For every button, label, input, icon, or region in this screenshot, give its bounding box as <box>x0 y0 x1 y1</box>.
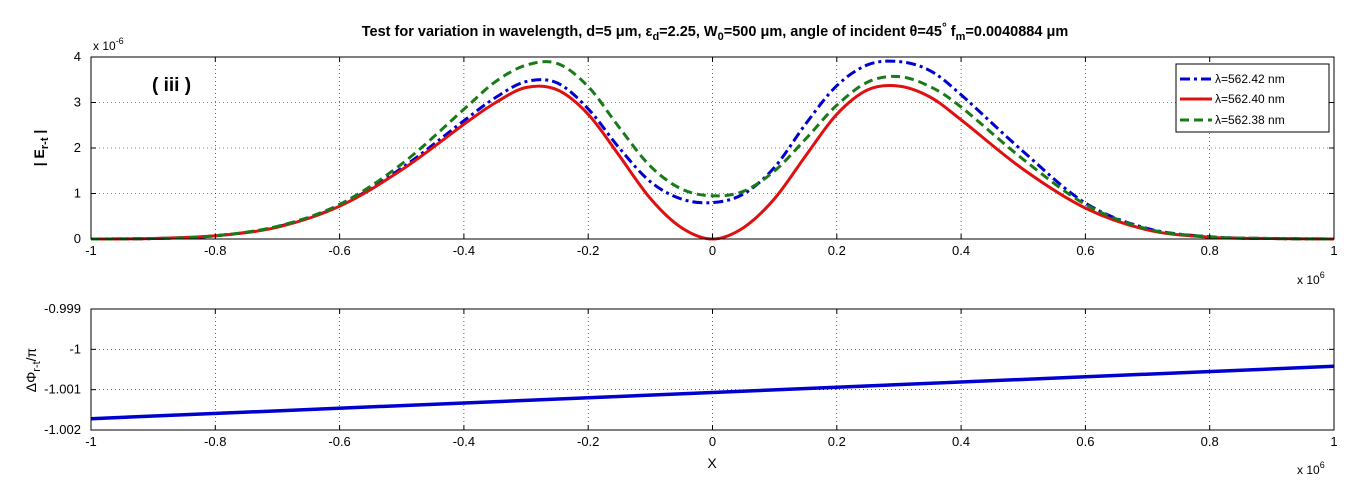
x-tick-label: -0.8 <box>204 434 226 449</box>
title-degree: ° <box>942 20 947 34</box>
x-tick-label: 0.4 <box>952 243 970 258</box>
title-part: =2.25, W <box>659 24 718 40</box>
x-tick-label: -0.8 <box>204 243 226 258</box>
bottom-grid <box>91 309 1334 430</box>
x-tick-label: 0.2 <box>828 243 846 258</box>
legend-label-green: λ=562.38 nm <box>1215 113 1285 127</box>
top-x-exponent: x 106 <box>1297 270 1325 287</box>
y-tick-label: -1.002 <box>44 422 81 437</box>
bottom-x-label: X <box>707 455 717 471</box>
title-part: =500 <box>724 24 761 40</box>
top-ticks: -1 -0.8 -0.6 -0.4 -0.2 0 0.2 0.4 0.6 0.8 1 0 1 2 3 4 <box>74 49 1338 258</box>
top-y-exponent: x 10-6 <box>93 36 124 53</box>
top-series-group <box>90 59 1335 241</box>
title-sub: 0 <box>718 31 724 43</box>
series-line-1 <box>90 84 1335 241</box>
legend-label-blue: λ=562.42 nm <box>1215 72 1285 86</box>
title-mu: μ <box>1046 24 1055 40</box>
x-tick-label: -0.4 <box>453 434 475 449</box>
title-part: Test for variation in wavelength, d=5 <box>362 24 616 40</box>
x-tick-label: -1 <box>85 243 97 258</box>
legend: λ=562.42 nm λ=562.40 nm λ=562.38 nm <box>1175 63 1330 133</box>
y-tick-label: 2 <box>74 140 81 155</box>
legend-label-red: λ=562.40 nm <box>1215 92 1285 106</box>
y-tick-label: -1 <box>69 341 81 356</box>
title-part: f <box>947 24 956 40</box>
x-tick-label: -0.4 <box>453 243 475 258</box>
title-part: m, <box>625 24 646 40</box>
series-line-2 <box>90 60 1335 241</box>
bottom-series-group <box>90 364 1335 421</box>
title-part: =0.0040884 <box>965 24 1046 40</box>
x-tick-label: 0.2 <box>828 434 846 449</box>
top-grid <box>91 57 1334 239</box>
x-tick-label: 0.8 <box>1201 243 1219 258</box>
top-y-label: | Er-t | <box>31 130 51 167</box>
bottom-x-exponent: x 106 <box>1297 460 1325 477</box>
x-tick-label: 0.6 <box>1076 243 1094 258</box>
y-tick-label: 1 <box>74 186 81 201</box>
x-tick-label: 1 <box>1330 434 1337 449</box>
title-theta: θ <box>910 24 918 40</box>
title-mu: μ <box>616 24 625 40</box>
y-tick-label: -0.999 <box>44 301 81 316</box>
x-tick-label: 0 <box>709 243 716 258</box>
bottom-ticks: -1 -0.8 -0.6 -0.4 -0.2 0 0.2 0.4 0.6 0.8 1 -1.002 -1… <box>44 301 1337 449</box>
y-tick-label: 4 <box>74 49 81 64</box>
y-tick-label: 3 <box>74 95 81 110</box>
chart-title: Test for variation in wavelength, d=5 μm… <box>362 20 1068 43</box>
x-tick-label: 0 <box>709 434 716 449</box>
series-line-0 <box>90 59 1335 241</box>
x-tick-label: 0.8 <box>1201 434 1219 449</box>
title-part: =45 <box>917 24 942 40</box>
panel-annotation: ( iii ) <box>152 75 191 96</box>
x-tick-label: 0.4 <box>952 434 970 449</box>
x-tick-label: -0.6 <box>328 434 350 449</box>
bottom-y-label: ΔΦr-t/π <box>23 347 43 392</box>
x-tick-label: -0.2 <box>577 243 599 258</box>
title-epsilon: ε <box>646 24 653 40</box>
x-tick-label: 0.6 <box>1076 434 1094 449</box>
title-part: m, angle of incident <box>769 24 909 40</box>
x-tick-label: 1 <box>1330 243 1337 258</box>
title-sub: d <box>652 31 659 43</box>
series-line-0 <box>90 364 1335 421</box>
y-tick-label: -1.001 <box>44 382 81 397</box>
title-mu: μ <box>760 24 769 40</box>
x-tick-label: -0.2 <box>577 434 599 449</box>
title-part: m <box>1055 24 1068 40</box>
title-sub: m <box>956 31 966 43</box>
y-tick-label: 0 <box>74 231 81 246</box>
x-tick-label: -1 <box>85 434 97 449</box>
x-tick-label: -0.6 <box>328 243 350 258</box>
